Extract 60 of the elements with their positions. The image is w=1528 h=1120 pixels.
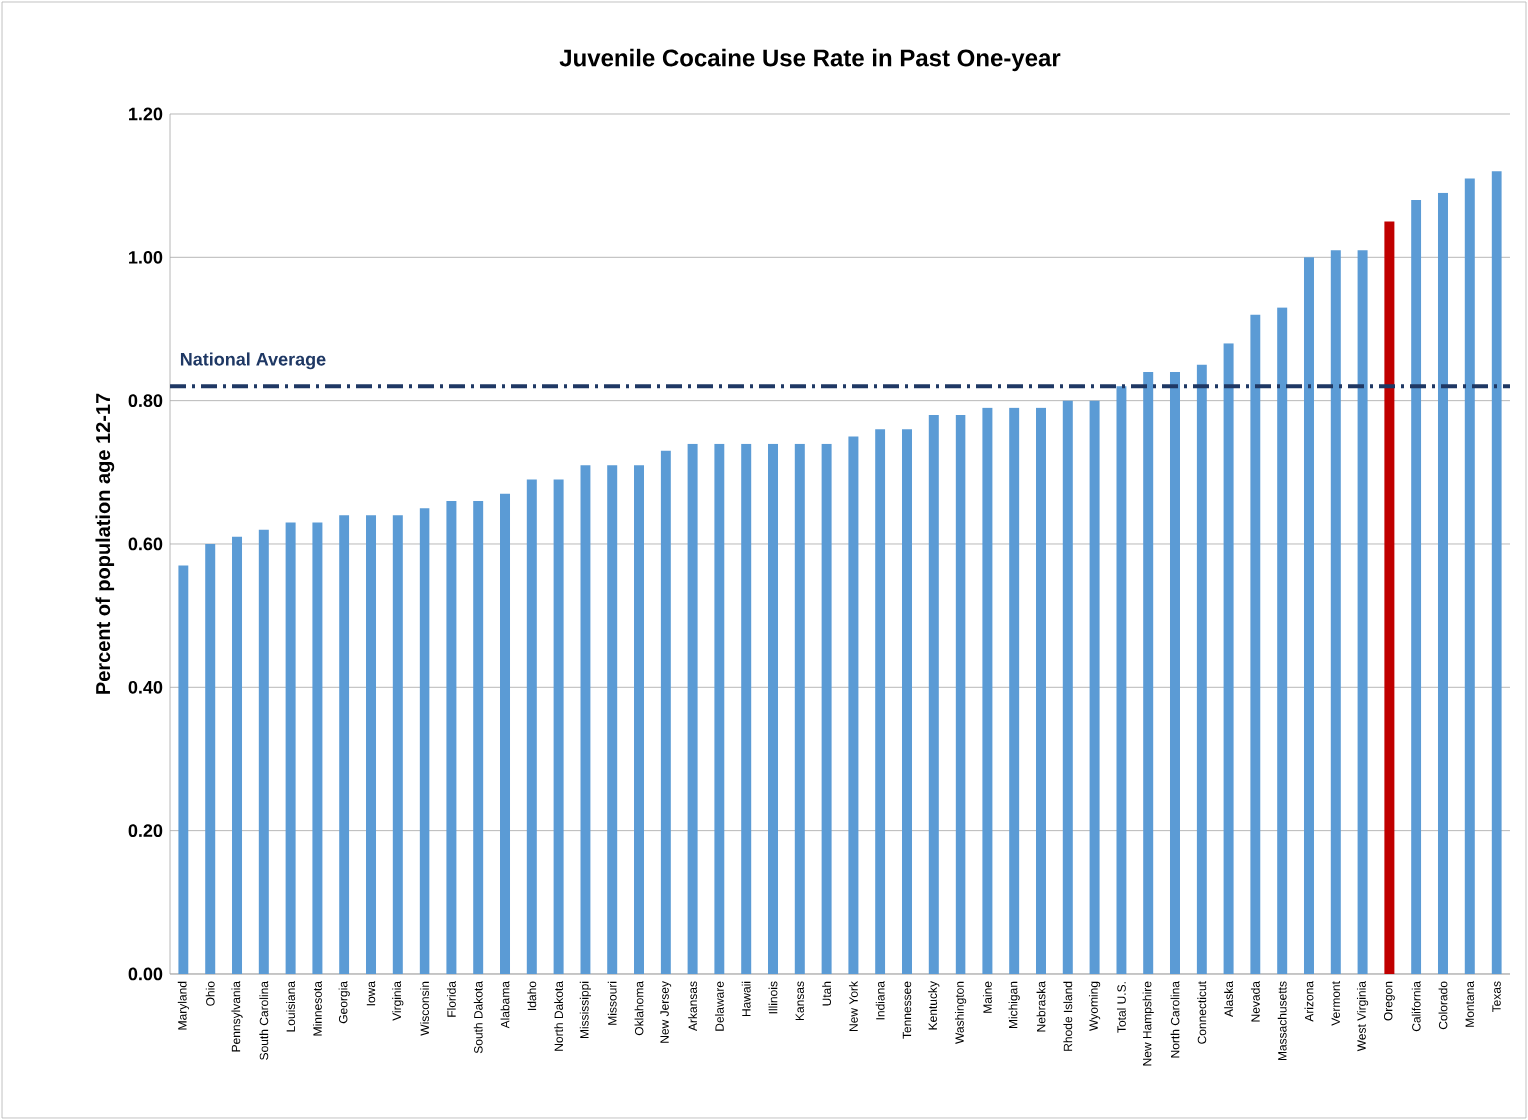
bar [205,543,216,974]
bar [848,436,859,974]
bar [178,565,189,974]
bar [902,429,912,974]
bar [1303,257,1314,974]
bar [1116,386,1127,974]
bar [634,465,645,974]
bar [526,479,537,974]
bar [794,443,805,974]
bar [1089,400,1100,974]
bar [419,508,430,974]
bar [392,515,403,974]
ref-line-label: National Average [180,352,326,370]
bar [741,443,752,974]
bar [1330,250,1341,974]
bar [714,443,725,974]
bar [1062,400,1073,974]
bar [875,429,886,974]
y-tick-label: 0.00 [128,967,163,981]
bar [312,522,323,974]
bar [553,479,564,974]
bar [232,536,243,974]
bar [258,529,269,974]
bar [768,443,778,974]
bar [366,515,377,974]
bar [1464,178,1475,974]
bar [1384,221,1395,974]
y-tick-label: 1.00 [129,250,163,264]
bar [473,500,484,974]
bar [1491,171,1502,974]
y-tick-label: 0.40 [128,680,163,694]
y-tick-label: 0.60 [128,537,163,551]
bar [1411,199,1422,974]
bar [660,450,671,974]
bar [500,493,511,974]
bar [1437,192,1448,974]
bar [607,465,618,974]
bar [339,515,350,974]
bar [982,407,993,974]
bar [1169,371,1180,974]
bar [1223,343,1234,974]
bar [821,443,832,974]
bar [1196,364,1207,974]
bar [1143,371,1154,974]
y-tick-label: 1.20 [129,107,163,121]
bar [285,522,296,974]
bar [1277,307,1288,974]
chart-title: Juvenile Cocaine Use Rate in Past One-year [559,48,1061,72]
bar [446,500,457,974]
bar [955,414,966,974]
bar [1357,250,1368,974]
bar [687,443,698,974]
y-tick-label: 0.20 [128,824,163,838]
y-axis-title: Percent of population age 12-17 [95,393,115,694]
bar [1009,407,1020,974]
bar [1250,314,1261,974]
bar [928,414,939,974]
y-tick-label: 0.80 [128,394,163,408]
bar [1036,407,1046,974]
bar [580,465,591,974]
